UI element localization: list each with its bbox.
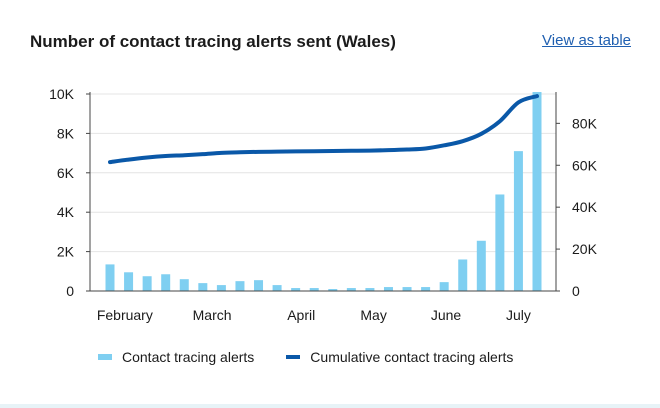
bar (235, 281, 245, 291)
bar (216, 285, 226, 291)
bar (513, 151, 523, 291)
bar (476, 240, 486, 291)
bar (402, 287, 412, 291)
y-right-tick-label: 0 (572, 283, 580, 299)
bar (328, 289, 338, 291)
bar (383, 287, 393, 291)
legend-item-cumulative: Cumulative contact tracing alerts (286, 349, 513, 365)
x-tick-label: March (193, 307, 232, 323)
bar (142, 276, 152, 291)
bar (161, 274, 171, 291)
y-left-tick-label: 10K (49, 86, 75, 102)
bar (309, 288, 319, 291)
y-left-tick-label: 0 (66, 283, 74, 299)
bar (495, 194, 505, 291)
bar (254, 280, 264, 291)
bar (365, 288, 375, 291)
bar (272, 285, 282, 291)
axes-group: 0 2K 4K 6K 8K 10K 0 20K 40K 60K 80K February March Ap… (49, 86, 597, 323)
bar (532, 92, 542, 291)
legend-label: Cumulative contact tracing alerts (310, 349, 514, 365)
y-right-tick-label: 40K (572, 199, 598, 215)
x-tick-label: June (431, 307, 462, 323)
gridlines (90, 93, 556, 253)
bar (198, 283, 208, 291)
y-left-tick-label: 6K (57, 165, 75, 181)
y-right-tick-label: 20K (572, 241, 598, 257)
bottom-strip (0, 404, 660, 408)
chart-title: Number of contact tracing alerts sent (W… (30, 32, 396, 51)
bar (439, 282, 449, 291)
x-tick-label: February (97, 307, 153, 323)
y-right-tick-label: 60K (572, 157, 598, 173)
legend: Contact tracing alerts Cumulative contac… (98, 349, 545, 365)
x-tick-label: May (360, 307, 386, 323)
legend-swatch-bar (98, 354, 112, 360)
y-left-tick-label: 2K (57, 244, 75, 260)
y-right-tick-label: 80K (572, 115, 598, 131)
bar (124, 272, 134, 291)
bar (421, 287, 431, 291)
bar (346, 288, 356, 291)
bar (105, 264, 115, 291)
x-tick-label: July (506, 307, 531, 323)
cumulative-line (108, 94, 539, 165)
bar (458, 259, 468, 291)
line-group (108, 94, 539, 165)
y-left-tick-label: 4K (57, 204, 75, 220)
bars-group (105, 92, 542, 291)
y-left-tick-label: 8K (57, 125, 75, 141)
legend-item-alerts: Contact tracing alerts (98, 349, 254, 365)
legend-label: Contact tracing alerts (122, 349, 255, 365)
bar (179, 279, 189, 291)
legend-swatch-line (286, 355, 301, 359)
view-as-table-link[interactable]: View as table (542, 32, 631, 49)
x-tick-label: April (287, 307, 315, 323)
bar (291, 288, 301, 291)
